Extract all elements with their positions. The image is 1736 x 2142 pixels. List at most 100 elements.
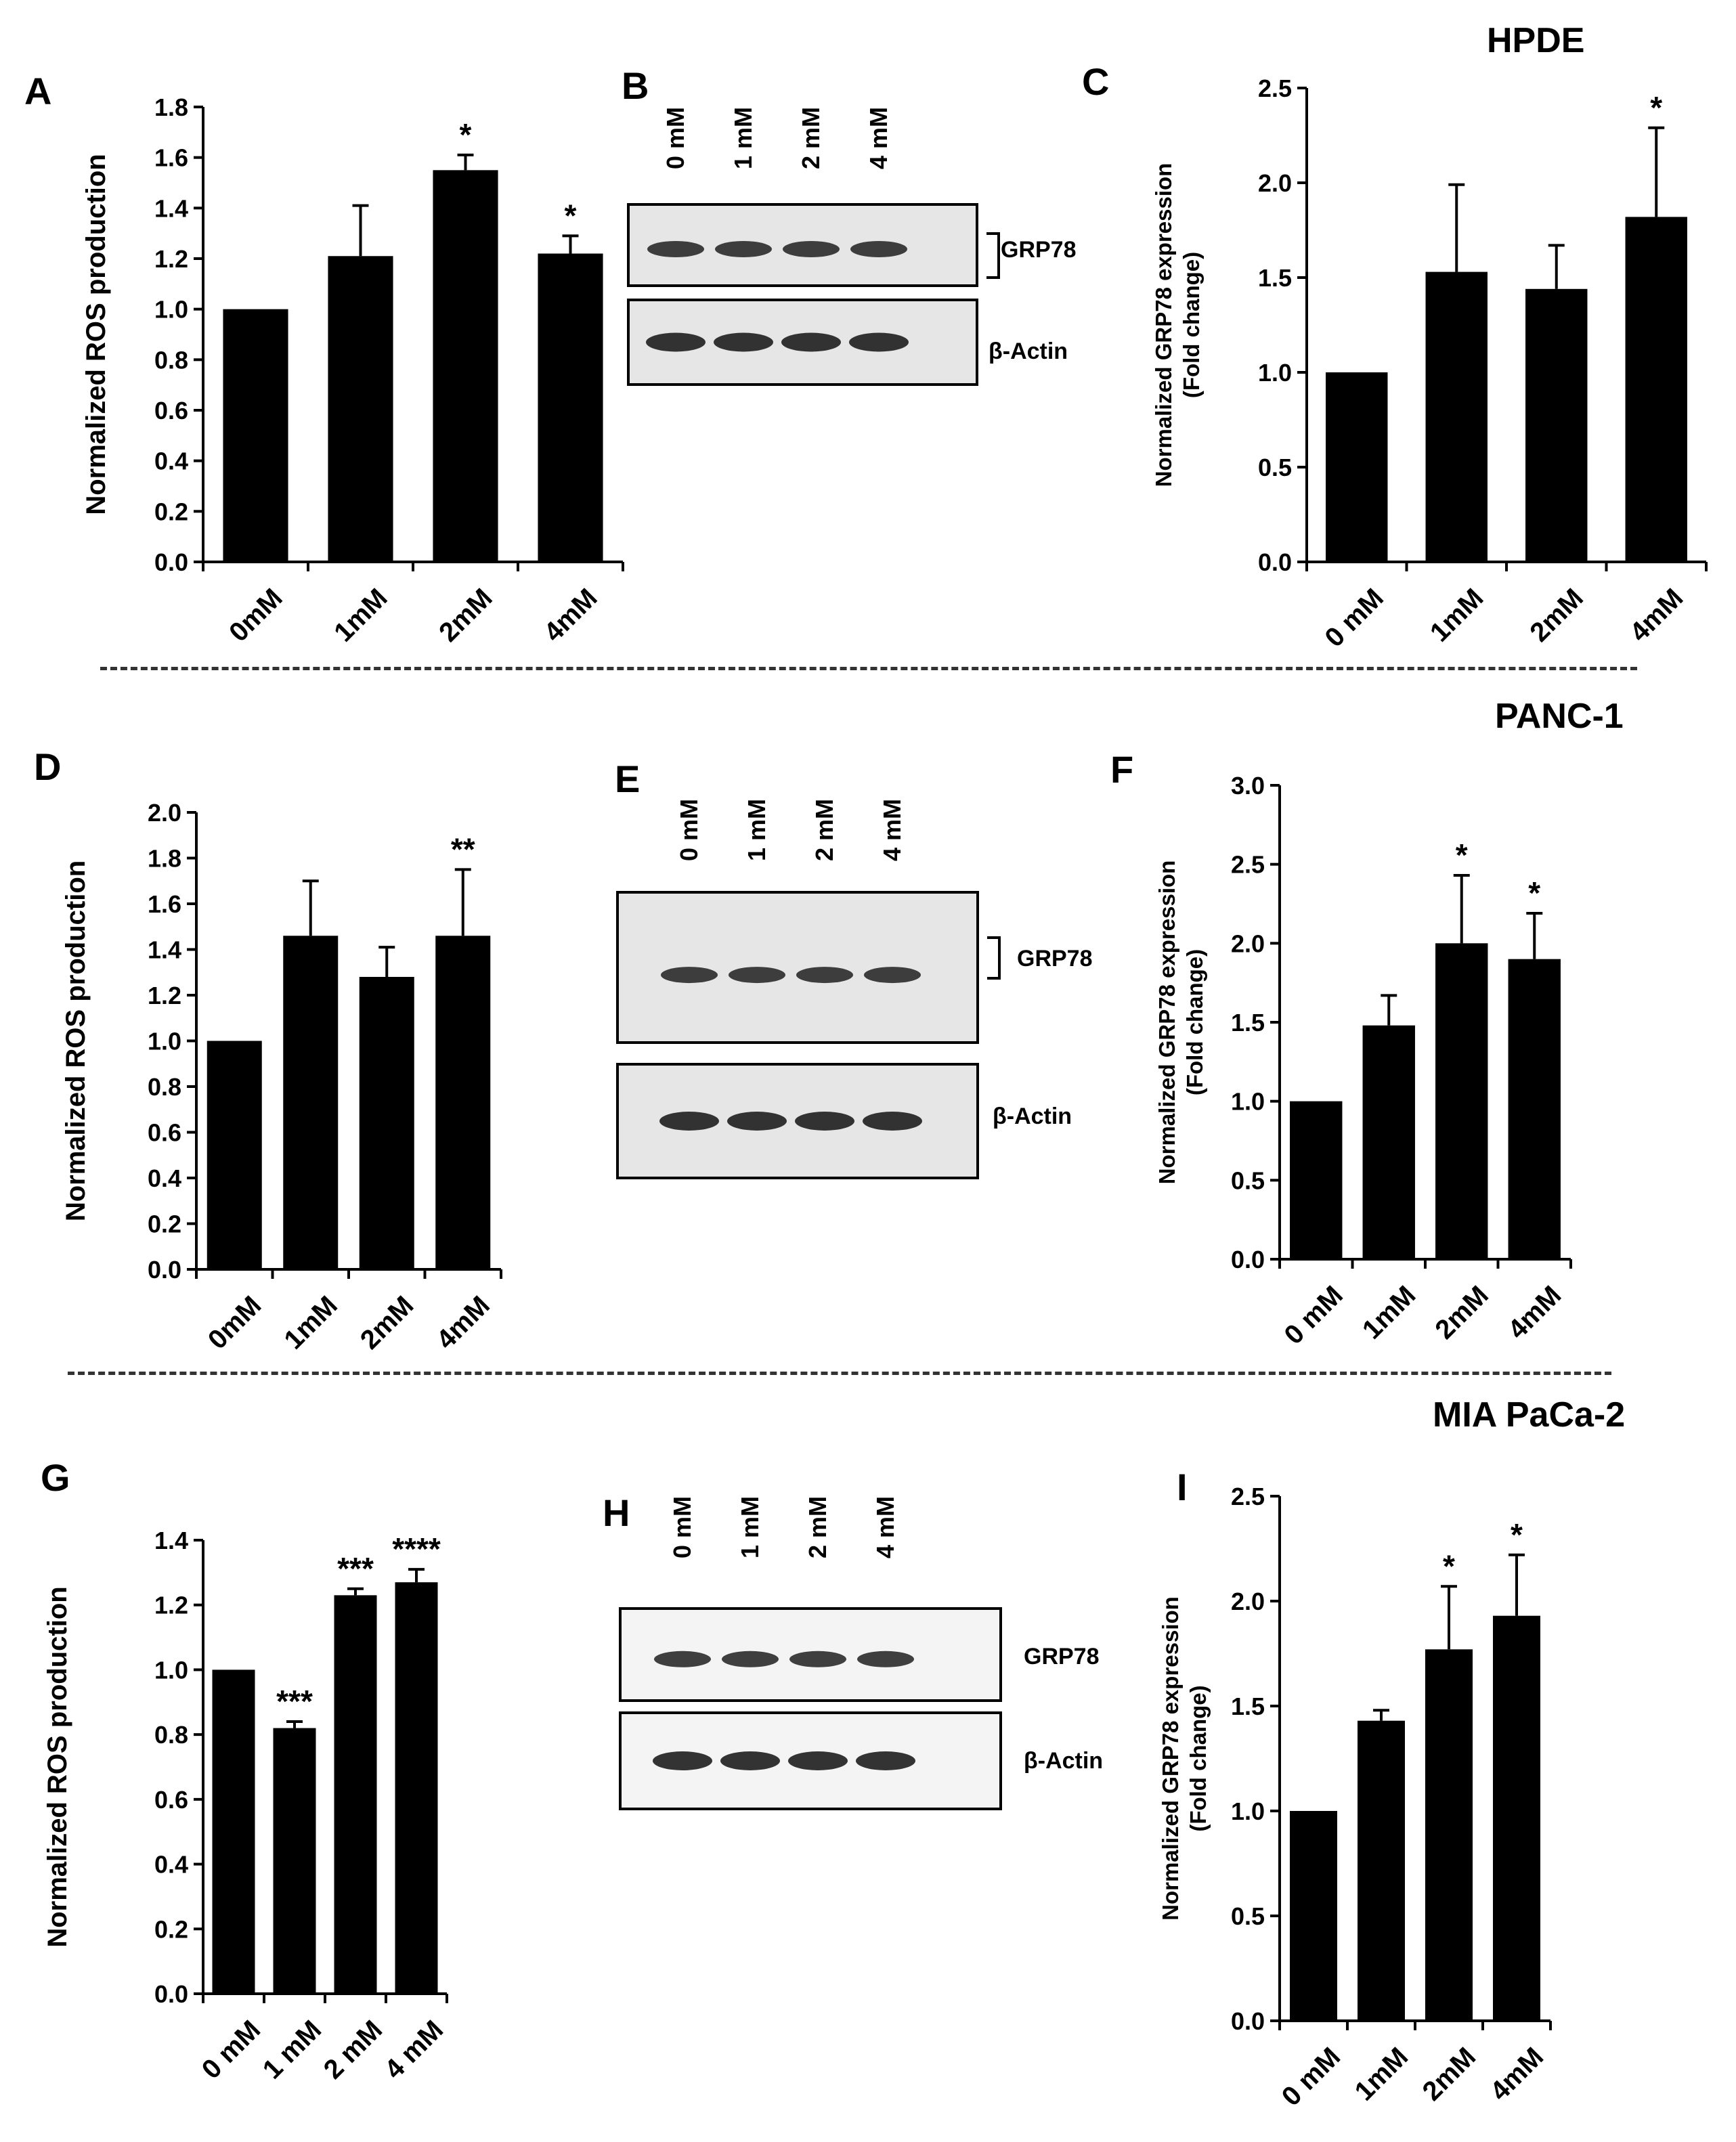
significance-marker: ** — [451, 831, 475, 867]
lane-label: 1 mM — [729, 107, 757, 169]
y-tick-label: 1.8 — [154, 93, 188, 121]
band-grp78 — [796, 967, 853, 984]
panel-label-d: D — [34, 745, 62, 788]
blot-h: 0 mM 1 mM 2 mM 4 mM GRP78 β-Actin — [619, 1496, 1103, 1810]
bar — [328, 256, 393, 562]
y-tick-label: 3.0 — [1231, 772, 1265, 800]
x-category-label: 2mM — [1429, 1280, 1494, 1345]
bar — [1625, 217, 1687, 562]
bar — [223, 309, 288, 562]
x-category-label: 4mM — [538, 583, 603, 648]
y-tick-label: 2.5 — [1258, 74, 1292, 102]
x-category-label: 4mM — [1624, 583, 1689, 648]
significance-marker: *** — [337, 1551, 374, 1586]
chart-f: 0.0 0.5 1.0 1.5 2.0 2.5 3.0 0 mM 1mM * 2mM * 4mM Norm… — [1154, 772, 1572, 1350]
band-bracket — [987, 936, 1001, 980]
x-category-label: 1mM — [1349, 2042, 1414, 2107]
cell-line-title-hpde: HPDE — [1487, 21, 1585, 60]
band-actin — [863, 1112, 922, 1131]
bar — [212, 1669, 255, 1994]
blot-membrane-grp78 — [616, 891, 979, 1044]
y-tick-label: 1.0 — [1231, 1797, 1265, 1825]
band-grp78 — [864, 967, 921, 984]
target-label-actin: β-Actin — [989, 338, 1068, 364]
y-tick-label: 1.5 — [1231, 1692, 1265, 1720]
y-tick-label: 1.0 — [154, 1656, 188, 1684]
y-tick-label: 0.6 — [154, 1786, 188, 1814]
y-tick-label: 1.0 — [1258, 359, 1292, 387]
significance-marker: * — [1456, 837, 1468, 873]
band-actin — [856, 1751, 915, 1770]
chart-a: 0.0 0.2 0.4 0.6 0.8 1.0 1.2 1.4 1.6 1.8 0mM 1mM * 2mM… — [81, 93, 624, 648]
band-grp78 — [647, 241, 704, 257]
y-axis-label: Normalized ROS production — [81, 154, 111, 515]
significance-marker: * — [1443, 1548, 1455, 1583]
bar — [1493, 1615, 1540, 2021]
y-tick-label: 2.0 — [148, 799, 181, 827]
significance-marker: * — [1650, 90, 1662, 125]
y-tick-label: 2.5 — [1231, 1483, 1265, 1510]
x-category-label: 4 mM — [379, 2015, 449, 2084]
band-actin — [788, 1751, 848, 1770]
band-actin — [795, 1112, 854, 1131]
lane-label: 1 mM — [743, 799, 771, 861]
panel-label-b: B — [622, 64, 649, 107]
target-label-actin: β-Actin — [1024, 1748, 1103, 1774]
significance-marker: * — [460, 117, 472, 152]
y-tick-label: 1.5 — [1258, 264, 1292, 292]
y-tick-label: 0.5 — [1231, 1902, 1265, 1930]
x-category-label: 0mM — [202, 1290, 267, 1355]
x-category-label: 0 mM — [1319, 583, 1389, 653]
band-grp78 — [722, 1651, 779, 1667]
panel-label-a: A — [24, 70, 52, 112]
bar — [1508, 959, 1561, 1259]
chart-d: 0.0 0.2 0.4 0.6 0.8 1.0 1.2 1.4 1.6 1.8 2.0 0mM 1mM 2… — [61, 799, 502, 1355]
y-tick-label: 0.4 — [154, 447, 188, 475]
y-tick-label: 0.8 — [154, 1721, 188, 1749]
target-label-grp78: GRP78 — [1001, 237, 1077, 263]
band-actin — [849, 332, 909, 352]
chart-i: 0.0 0.5 1.0 1.5 2.0 2.5 0 mM 1mM * 2mM * 4mM Normali… — [1158, 1483, 1552, 2112]
x-category-label: 1mM — [328, 583, 393, 648]
bar — [334, 1595, 377, 1994]
y-tick-label: 2.5 — [1231, 851, 1265, 879]
band-grp78 — [783, 241, 840, 257]
section-divider-2 — [68, 1372, 1611, 1375]
y-tick-label: 0.8 — [148, 1073, 181, 1101]
y-tick-label: 1.0 — [148, 1028, 181, 1055]
y-tick-label: 0.0 — [1231, 2007, 1265, 2035]
bar — [1290, 1101, 1343, 1259]
y-tick-label: 2.0 — [1231, 930, 1265, 957]
y-tick-label: 2.0 — [1231, 1588, 1265, 1615]
bar — [395, 1582, 438, 1994]
x-category-label: 1mM — [1357, 1280, 1422, 1345]
band-actin — [727, 1112, 787, 1131]
lane-label: 4 mM — [871, 1496, 899, 1558]
target-label-grp78: GRP78 — [1024, 1644, 1100, 1669]
y-tick-label: 1.6 — [148, 890, 181, 918]
bar — [207, 1041, 262, 1269]
cell-line-title-panc1: PANC-1 — [1495, 697, 1624, 736]
x-category-label: 2 mM — [318, 2015, 388, 2084]
bar — [1425, 1649, 1473, 2021]
blot-b: 0 mM 1 mM 2 mM 4 mM GRP78 β-Actin — [627, 107, 1077, 386]
chart-g: 0.0 0.2 0.4 0.6 0.8 1.0 1.2 1.4 0 mM *** 1 mM *** 2 … — [43, 1527, 449, 2084]
x-category-label: 2mM — [355, 1290, 420, 1355]
y-tick-label: 1.5 — [1231, 1009, 1265, 1036]
band-actin — [714, 332, 773, 352]
x-category-label: 0mM — [223, 583, 288, 648]
target-label-grp78: GRP78 — [1017, 946, 1093, 971]
bar — [435, 936, 491, 1269]
y-tick-label: 1.6 — [154, 144, 188, 172]
bar — [538, 253, 603, 562]
band-grp78 — [661, 967, 718, 984]
y-tick-label: 1.4 — [154, 194, 188, 222]
x-category-label: 4mM — [431, 1290, 496, 1355]
bar — [1425, 271, 1488, 562]
bar — [1326, 372, 1388, 562]
y-tick-label: 1.0 — [1231, 1088, 1265, 1116]
y-tick-label: 1.2 — [154, 1592, 188, 1619]
panel-label-e: E — [615, 758, 641, 800]
